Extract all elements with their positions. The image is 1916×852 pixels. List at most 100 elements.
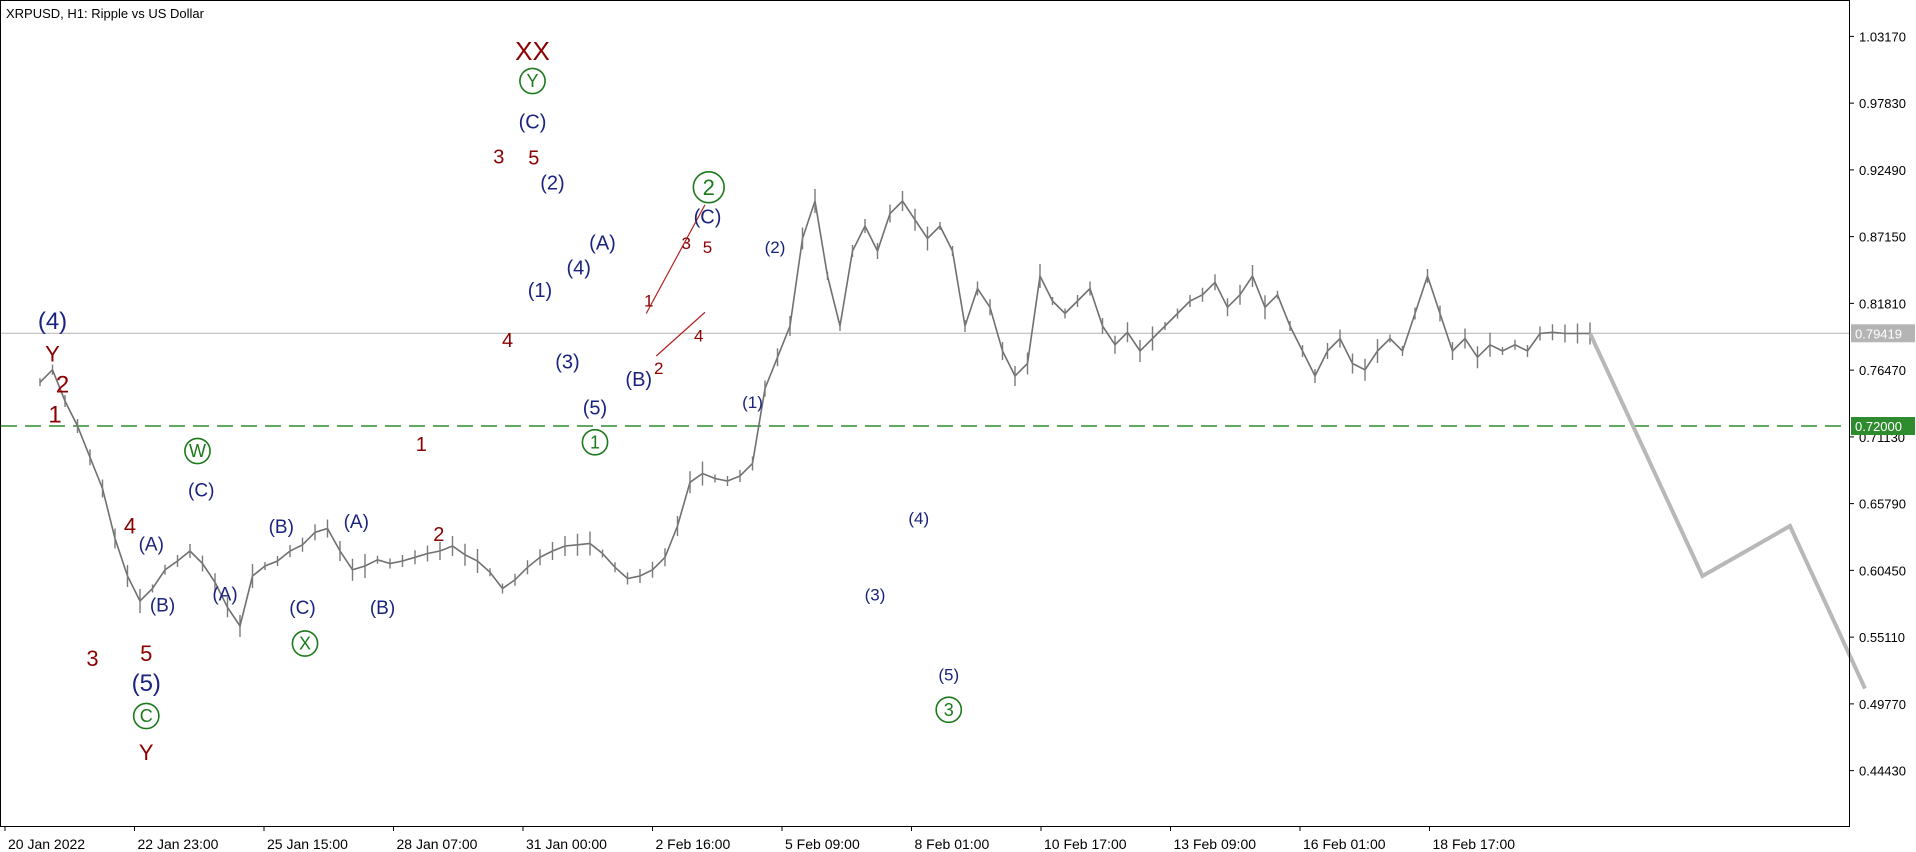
current-price-label: 0.79419	[1855, 326, 1902, 341]
wave-label: (1)	[742, 393, 763, 412]
x-tick-label: 2 Feb 16:00	[656, 836, 731, 852]
wave-label-text: (5)	[938, 665, 959, 684]
wave-label: (A)	[139, 534, 164, 555]
wave-label-circled: C	[132, 702, 160, 730]
wave-label-text: 2	[654, 359, 663, 378]
wave-label: (1)	[528, 280, 552, 302]
wave-label: 2	[433, 524, 444, 546]
y-tick-label: 0.81810	[1859, 296, 1906, 311]
wave-label: 2	[56, 371, 69, 398]
wave-label-text: 5	[528, 148, 539, 170]
wave-label: Y	[139, 740, 154, 765]
wave-label-text: (B)	[269, 517, 294, 538]
wave-label-text: Y	[45, 342, 60, 367]
wave-label-text: 2	[56, 371, 69, 398]
wave-label-text: XX	[515, 36, 550, 66]
wave-label: 5	[703, 238, 712, 257]
wave-label-text: 3	[86, 646, 98, 671]
wave-label: (5)	[132, 670, 161, 697]
x-tick-label: 13 Feb 09:00	[1174, 836, 1257, 852]
trend-line	[645, 204, 706, 314]
wave-label: 1	[48, 401, 61, 428]
wave-label-text: 1	[590, 432, 600, 452]
wave-label-text: (5)	[132, 670, 161, 697]
wave-label-text: (A)	[139, 534, 164, 555]
wave-label: 3	[682, 234, 691, 253]
y-tick-label: 0.65790	[1859, 497, 1906, 512]
plot-frame	[0, 0, 1850, 827]
wave-label-text: (B)	[625, 369, 652, 391]
x-tick-label: 28 Jan 07:00	[397, 836, 478, 852]
wave-label-text: 3	[682, 234, 691, 253]
wave-label-text: (3)	[865, 585, 886, 604]
wave-label-text: 1	[416, 434, 427, 456]
wave-label-circle	[692, 171, 725, 204]
wave-label-text: (2)	[765, 238, 786, 257]
wave-label-text: (C)	[519, 111, 547, 133]
wave-label-text: (A)	[589, 233, 616, 255]
wave-label-text: Y	[526, 71, 538, 91]
chart-lines	[1, 332, 1849, 427]
x-tick-label: 8 Feb 01:00	[915, 836, 990, 852]
wave-label: (A)	[589, 233, 616, 255]
y-tick-label: 0.44430	[1859, 764, 1906, 779]
wave-label: (5)	[938, 665, 959, 684]
wave-label-text: C	[140, 706, 153, 726]
wave-label-circle	[291, 630, 319, 657]
wave-label-text: 4	[124, 514, 136, 539]
wave-label-text: (4)	[38, 308, 67, 335]
wave-label: (C)	[289, 598, 315, 619]
wave-label-circle	[581, 428, 609, 456]
wave-label-circle	[132, 702, 160, 730]
wave-label: 1	[644, 292, 653, 311]
wave-label-text: 2	[703, 175, 715, 200]
wave-label: (3)	[555, 351, 579, 373]
wave-label-text: (1)	[742, 393, 763, 412]
wave-label: (B)	[269, 517, 294, 538]
wave-label-circled: 2	[692, 171, 725, 204]
wave-label-circled: 1	[581, 428, 609, 456]
wave-label-text: 5	[140, 641, 152, 666]
wave-label-text: (B)	[150, 596, 175, 617]
trend-line	[655, 311, 706, 357]
wave-label: (4)	[38, 308, 67, 335]
wave-label-circled: 3	[935, 696, 963, 724]
wave-label-text: X	[299, 634, 311, 654]
wave-label-circle	[935, 696, 963, 724]
wave-label-text: W	[189, 441, 206, 461]
wave-label: 5	[528, 148, 539, 170]
wave-label: (A)	[212, 584, 237, 605]
wave-label-text: (2)	[540, 173, 564, 195]
wave-label-circled: X	[291, 630, 319, 657]
x-tick-label: 10 Feb 17:00	[1044, 836, 1127, 852]
wave-label-text: (C)	[694, 206, 722, 228]
x-tick-label: 18 Feb 17:00	[1433, 836, 1516, 852]
wave-label: (C)	[694, 206, 722, 228]
x-tick-label: 5 Feb 09:00	[785, 836, 860, 852]
wave-label: (5)	[583, 398, 607, 420]
wave-label-text: (A)	[212, 584, 237, 605]
wave-label-text: 5	[703, 238, 712, 257]
x-tick-label: 25 Jan 15:00	[267, 836, 348, 852]
y-tick-label: 0.49770	[1859, 697, 1906, 712]
chart-series	[39, 189, 1867, 690]
wave-label: (A)	[344, 512, 369, 533]
wave-label-circled: Y	[519, 67, 546, 95]
wave-label-circle	[519, 67, 546, 95]
price-series-line	[39, 199, 1590, 628]
wave-label-text: (3)	[555, 351, 579, 373]
wave-label: (B)	[150, 596, 175, 617]
wave-label-circle	[184, 437, 211, 465]
x-tick-label: 20 Jan 2022	[8, 836, 85, 852]
wave-label-text: (1)	[528, 280, 552, 302]
wave-label-text: 4	[694, 327, 703, 346]
wave-label: (2)	[540, 173, 564, 195]
level-badge	[1851, 417, 1915, 435]
wave-labels: (4)Y21345(5)CY(A)(B)W(C)(A)(B)(C)X(A)(B)…	[38, 36, 963, 765]
wave-label: (2)	[765, 238, 786, 257]
wave-label-text: (C)	[188, 481, 214, 502]
wave-label: 5	[140, 641, 152, 666]
wave-label: 4	[694, 327, 703, 346]
forecast-series-line	[1588, 332, 1867, 690]
wave-label-circled: W	[184, 437, 211, 465]
